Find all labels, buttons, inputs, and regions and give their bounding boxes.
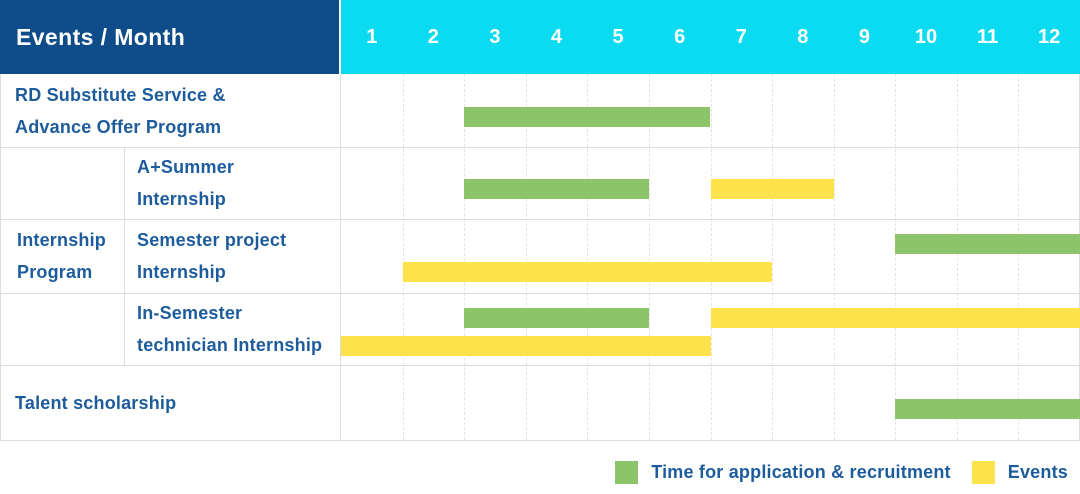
month-label: 2	[427, 26, 439, 48]
row-label: In-Semester technician Internship	[124, 293, 340, 365]
month-label: 10	[914, 26, 938, 48]
row-divider	[0, 440, 1080, 441]
legend-item-application: Time for application & recruitment	[615, 461, 951, 484]
row-label-line: Internship	[137, 189, 227, 209]
month-gridline	[772, 74, 774, 440]
legend-swatch-application	[615, 461, 639, 484]
legend-item-events: Events	[971, 461, 1068, 484]
month-gridline	[587, 74, 589, 440]
month-label: 1	[366, 26, 378, 48]
header-events-month-cell: Events / Month	[0, 0, 339, 74]
month-label: 9	[858, 26, 870, 48]
month-gridline	[1018, 74, 1020, 440]
month-label: 5	[612, 26, 624, 48]
row-group-label-line: Program	[17, 262, 93, 282]
row-label: Semester project Internship	[124, 219, 340, 293]
events-bar	[402, 262, 773, 282]
application-bar	[464, 179, 649, 199]
row-label: RD Substitute Service & Advance Offer Pro…	[0, 74, 340, 147]
sub-column-divider	[124, 147, 125, 365]
application-bar	[464, 106, 711, 127]
month-label: 3	[489, 26, 501, 48]
month-label: 11	[976, 26, 999, 48]
row-divider	[0, 219, 1080, 220]
month-gridline	[402, 74, 404, 440]
month-gridline	[648, 74, 650, 440]
row-label-line: Advance Offer Program	[15, 116, 222, 137]
legend-label: Time for application & recruitment	[651, 462, 951, 482]
header-title: Events / Month	[16, 23, 186, 50]
month-label: 7	[735, 26, 747, 48]
row-group-label-line: Internship	[17, 230, 107, 250]
events-bar	[710, 179, 834, 199]
row-label-line: Talent scholarship	[15, 392, 177, 413]
month-label: 6	[674, 26, 686, 48]
row-label-line: A+Summer	[137, 157, 235, 177]
month-gridline	[895, 74, 897, 440]
row-label: Talent scholarship	[0, 365, 340, 440]
row-divider	[0, 365, 1080, 366]
month-gridline	[833, 74, 835, 440]
header-months-row: 1 2 3 4 5 6 7 8 9 10 11 12	[341, 0, 1080, 74]
row-label-line: Semester project	[137, 230, 287, 250]
legend-label: Events	[1007, 462, 1068, 482]
application-bar	[464, 308, 649, 328]
legend: Time for application & recruitment Events	[615, 461, 1068, 484]
month-gridline	[956, 74, 958, 440]
month-label: 4	[550, 26, 563, 48]
application-bar	[895, 234, 1080, 254]
month-label: 8	[797, 26, 809, 48]
month-label: 12	[1038, 26, 1061, 48]
events-bar	[710, 308, 1080, 328]
row-group-label: Internship Program	[0, 147, 124, 365]
label-column-divider	[340, 74, 341, 440]
table-left-border	[0, 74, 1, 440]
row-label-line: In-Semester	[137, 303, 243, 323]
application-bar	[895, 398, 1080, 419]
row-label-line: Internship	[137, 262, 227, 282]
events-bar	[341, 336, 711, 356]
row-label: A+Summer Internship	[124, 147, 340, 219]
month-gridline	[464, 74, 466, 440]
row-divider	[0, 147, 1080, 148]
legend-swatch-events	[971, 461, 995, 484]
row-divider	[0, 293, 1080, 294]
month-gridline	[525, 74, 527, 440]
month-gridline	[710, 74, 712, 440]
row-label-line: technician Internship	[137, 335, 323, 355]
row-label-line: RD Substitute Service &	[15, 84, 226, 105]
